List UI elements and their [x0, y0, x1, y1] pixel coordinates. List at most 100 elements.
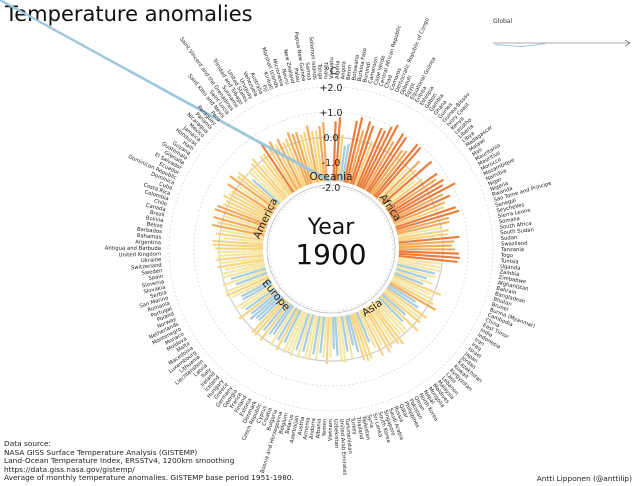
tick-ring	[168, 86, 494, 412]
anomaly-bar	[322, 122, 328, 182]
country-label: Uzbekistan	[332, 419, 339, 448]
anomaly-bars	[0, 0, 461, 365]
anomaly-bar	[0, 0, 332, 182]
anomaly-bar	[398, 244, 452, 249]
country-label: Bolivia	[145, 215, 163, 224]
anomaly-bar	[248, 170, 283, 204]
tick-label: -1.0	[322, 158, 341, 169]
anomaly-bar	[397, 220, 450, 235]
country-label: Somalia	[498, 216, 520, 225]
anomaly-bar	[242, 281, 273, 301]
country-label: Slovakia	[143, 285, 166, 296]
center-year-value: 1900	[295, 238, 366, 271]
anomaly-bar	[267, 147, 297, 192]
anomaly-bar	[238, 289, 278, 320]
anomaly-bar	[318, 125, 326, 182]
anomaly-bar	[391, 193, 444, 221]
anomaly-bar	[299, 134, 315, 184]
anomaly-bar	[345, 315, 355, 346]
anomaly-bar	[291, 133, 311, 185]
anomaly-bar	[379, 294, 419, 332]
anomaly-bar	[251, 178, 281, 205]
anomaly-bar	[217, 204, 268, 226]
anomaly-bar	[397, 259, 441, 269]
country-label: United Kingdom	[119, 251, 162, 258]
country-label: Iran	[473, 337, 485, 348]
anomaly-bar	[397, 226, 444, 238]
center-year-caption: Year	[307, 215, 356, 240]
source-line: NASA GISS Surface Temperature Analysis (…	[4, 447, 198, 457]
anomaly-bar	[385, 172, 438, 211]
country-label: Zambia	[499, 269, 520, 278]
country-label: Nauru	[280, 68, 290, 85]
tick-label: -2.0	[322, 183, 341, 194]
anomaly-bar	[381, 160, 433, 206]
anomaly-bar	[336, 316, 343, 363]
country-label: Swaziland	[501, 241, 528, 248]
country-label: Mali	[471, 147, 483, 158]
anomaly-bar	[391, 278, 434, 301]
country-label: China	[484, 317, 500, 329]
anomaly-bar	[386, 286, 419, 309]
country-label: Benin	[346, 65, 354, 81]
country-label: Armenia	[303, 417, 312, 440]
anomaly-bar	[380, 169, 417, 204]
anomaly-bar	[251, 158, 288, 199]
anomaly-bar	[258, 296, 284, 322]
country-label: Bhutan	[492, 297, 512, 308]
anomaly-bar	[355, 311, 371, 343]
anomaly-bar	[389, 184, 444, 217]
anomaly-bar	[392, 276, 432, 296]
anomaly-bar	[276, 307, 298, 341]
anomaly-bar	[368, 136, 408, 194]
anomaly-bar	[378, 296, 404, 323]
anomaly-bar	[230, 267, 267, 280]
anomaly-bar	[378, 160, 421, 202]
anomaly-bar	[250, 291, 279, 315]
anomaly-bar	[398, 235, 460, 244]
anomaly-bar	[314, 316, 323, 360]
anomaly-bar	[254, 299, 287, 336]
anomaly-bar	[398, 232, 448, 242]
anomaly-bar	[319, 316, 326, 354]
anomaly-bar	[394, 205, 445, 227]
country-label: Chile	[153, 198, 167, 207]
anomaly-bar	[396, 216, 449, 233]
anomaly-bar	[304, 314, 317, 359]
anomaly-bar	[389, 282, 437, 311]
anomaly-bar	[303, 131, 317, 183]
anomaly-bar	[296, 313, 313, 359]
anomaly-bar	[375, 146, 422, 199]
country-label: Serbia	[150, 290, 168, 300]
country-label: Tanzania	[500, 247, 524, 253]
source-url[interactable]: https://data.giss.nasa.gov/gistemp/	[4, 464, 135, 474]
anomaly-bar	[366, 133, 405, 192]
anomaly-bar	[295, 312, 310, 351]
country-label: Qatar	[397, 403, 409, 420]
anomaly-bar	[275, 308, 300, 351]
anomaly-bar	[392, 194, 451, 223]
anomaly-bar	[241, 279, 272, 298]
country-label: United Arab Emirates	[338, 419, 348, 476]
anomaly-bar	[219, 256, 264, 265]
country-label: Turkey	[349, 416, 357, 435]
anomaly-bar	[302, 314, 315, 353]
country-label: Thailand	[354, 415, 364, 439]
anomaly-bar	[294, 131, 313, 185]
country-label: Brunei	[491, 302, 509, 313]
anomaly-bar	[224, 273, 269, 294]
anomaly-bar	[215, 232, 264, 241]
country-label: Tuvalu	[322, 61, 329, 79]
country-label: Angola	[340, 61, 347, 80]
country-label: Brazil	[149, 210, 165, 219]
country-label: Syria	[366, 414, 375, 428]
anomaly-bar	[223, 203, 269, 224]
anomaly-bar	[282, 142, 305, 188]
anomaly-bar	[381, 293, 407, 316]
anomaly-bar	[349, 313, 366, 361]
anomaly-bar	[343, 120, 359, 183]
anomaly-bar	[397, 261, 442, 273]
anomaly-bar	[289, 312, 308, 357]
anomaly-bar	[212, 243, 264, 248]
anomaly-bar	[390, 280, 434, 306]
